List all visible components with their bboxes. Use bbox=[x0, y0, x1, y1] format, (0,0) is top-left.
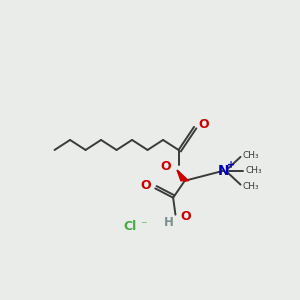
Text: H: H bbox=[164, 216, 174, 229]
Text: CH₃: CH₃ bbox=[243, 182, 260, 191]
Text: +: + bbox=[227, 160, 235, 170]
Text: O: O bbox=[180, 211, 191, 224]
Text: O: O bbox=[198, 118, 208, 131]
Polygon shape bbox=[177, 170, 189, 181]
Text: O: O bbox=[141, 179, 151, 192]
Text: ⁻: ⁻ bbox=[140, 219, 147, 232]
Text: Cl: Cl bbox=[124, 220, 137, 233]
Text: O: O bbox=[161, 160, 172, 173]
Text: CH₃: CH₃ bbox=[245, 166, 262, 175]
Text: N: N bbox=[218, 164, 229, 178]
Text: CH₃: CH₃ bbox=[243, 151, 260, 160]
